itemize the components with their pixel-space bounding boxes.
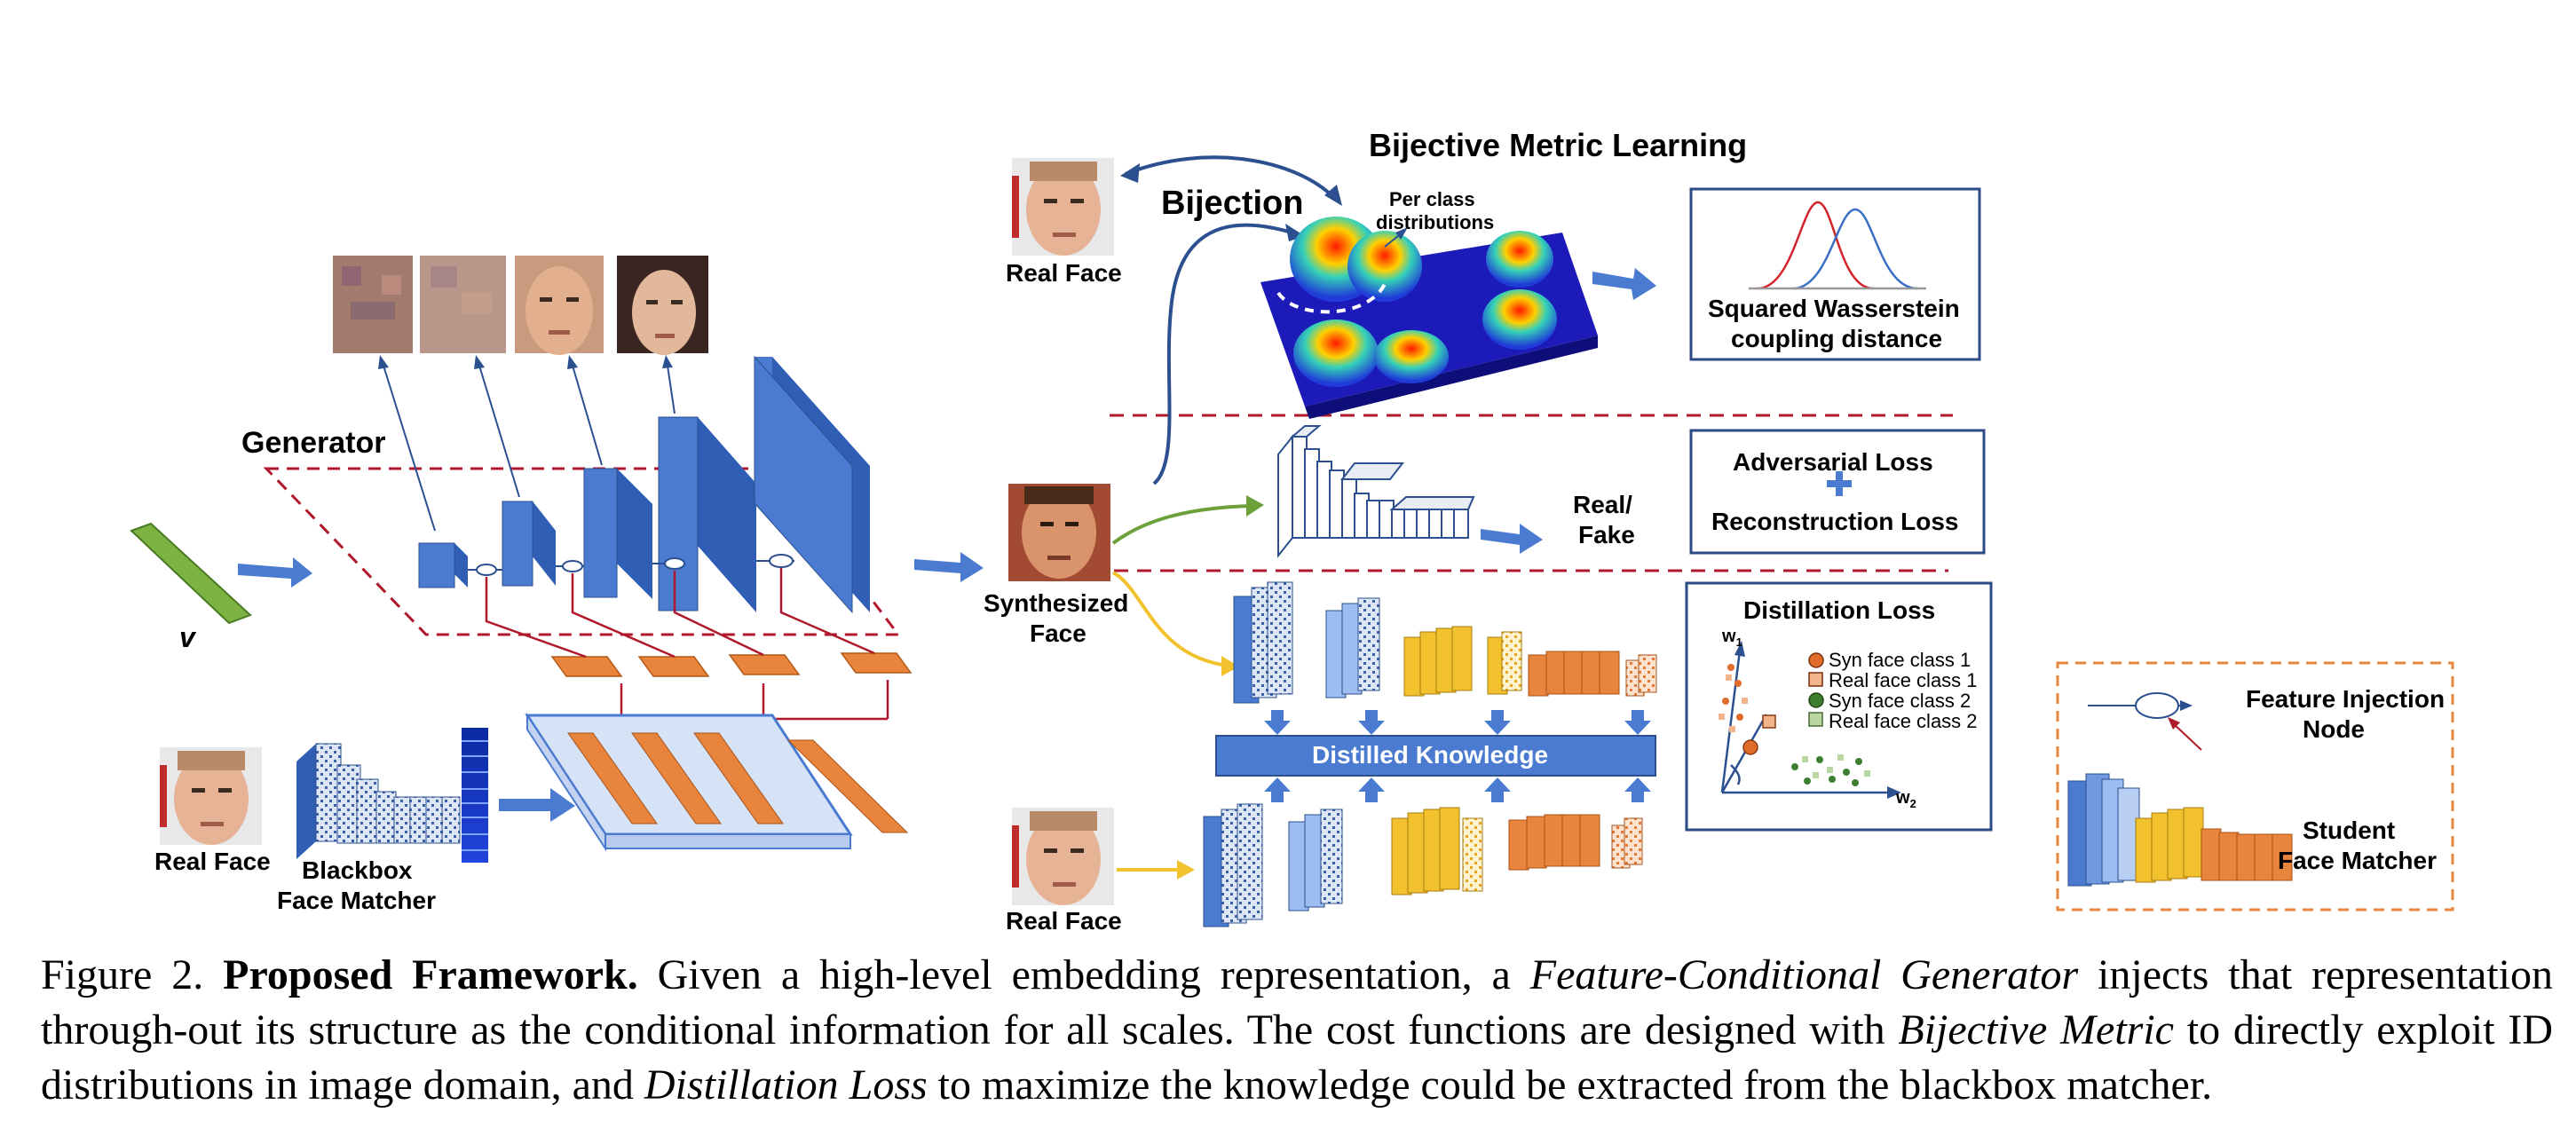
arrow-v-to-generator <box>238 557 312 588</box>
generator-layers <box>418 355 870 614</box>
caption-text-2: injects that representation through-out … <box>41 951 2554 1053</box>
feature-injection-nodes <box>468 554 794 576</box>
student-label-1: Student <box>2303 817 2396 844</box>
adversarial-box <box>1689 429 1986 555</box>
synthesized-face <box>1008 484 1110 581</box>
legend-item-syn-class-1: Syn face class 1 <box>1829 649 1972 671</box>
legend-item-real-class-2: Real face class 2 <box>1829 710 1978 732</box>
distillation-box <box>1685 581 1993 832</box>
injection-node-symbol <box>2088 692 2202 751</box>
bijection-label: Bijection <box>1161 185 1304 222</box>
arrow-to-wasserstein <box>1592 268 1656 300</box>
arrow-synth-to-discriminator <box>1111 504 1252 545</box>
real-fake-label-1: Real/ <box>1573 491 1632 518</box>
real-face-bottom-label: Real Face <box>1006 907 1122 935</box>
caption-text-3: to directly exploit ID distributions in … <box>41 1006 2553 1108</box>
distillation-loss-label: Distillation Loss <box>1743 596 1936 624</box>
reconstruction-loss-label: Reconstruction Loss <box>1711 508 1959 535</box>
bijective-title: Bijective Metric Learning <box>1369 127 1748 163</box>
distillation-axes <box>1720 650 1891 794</box>
generated-face-2 <box>420 256 506 353</box>
per-class-label-2: distributions <box>1376 211 1495 233</box>
student-label-2: Face Matcher <box>2278 847 2437 874</box>
discriminator-network <box>1277 425 1475 558</box>
blackbox-face-matcher-icon <box>296 743 461 859</box>
caption-text-4: to maximize the knowledge could be extra… <box>927 1061 2213 1108</box>
caption-figure-label: Figure 2. <box>41 951 204 998</box>
wasserstein-label-2: coupling distance <box>1731 325 1943 352</box>
student-network-bottom <box>1203 803 1643 927</box>
arrow-synth-to-student <box>1111 571 1229 667</box>
plus-icon <box>1827 471 1852 496</box>
generator-output-arrows <box>383 365 676 532</box>
arrow-generator-to-synth <box>914 552 984 582</box>
per-class-label-1: Per class <box>1389 188 1475 210</box>
generator-label: Generator <box>241 426 386 460</box>
blackbox-label-2: Face Matcher <box>277 887 436 914</box>
embedding-barcode <box>462 728 488 863</box>
generated-face-3 <box>515 256 604 355</box>
arrow-embedding-to-tray <box>499 788 575 822</box>
student-network-top <box>1233 581 1657 704</box>
legend-markers <box>1808 652 1824 727</box>
feature-injection-label-2: Node <box>2303 715 2365 743</box>
caption-italic-1: Feature-Conditional Generator <box>1529 951 2079 998</box>
arrow-to-real-fake <box>1481 524 1543 554</box>
caption-italic-3: Distillation Loss <box>644 1061 928 1108</box>
generator-block <box>130 355 984 863</box>
synth-label-1: Synthesized <box>984 589 1129 617</box>
real-face-left <box>160 747 262 845</box>
real-face-left-label: Real Face <box>154 848 271 875</box>
real-face-bottom <box>1012 808 1114 905</box>
real-fake-label-2: Fake <box>1578 521 1635 548</box>
caption-text-1: Given a high-level embedding representat… <box>637 951 1530 998</box>
w2-axis-label: w2 <box>1896 788 1916 810</box>
distillation-scatter <box>1719 664 1870 786</box>
figure-caption: Figure 2. Proposed Framework. Given a hi… <box>41 948 2553 1113</box>
wasserstein-curves <box>1749 201 1926 290</box>
caption-italic-2: Bijective Metric <box>1898 1006 2174 1053</box>
real-face-top-label: Real Face <box>1006 259 1122 287</box>
caption-title: Proposed Framework. <box>223 951 638 998</box>
distill-arrows <box>1264 710 1651 802</box>
legend-item-syn-class-2: Syn face class 2 <box>1829 690 1972 712</box>
blackbox-label-1: Blackbox <box>302 856 413 884</box>
wasserstein-box <box>1689 187 1981 361</box>
generated-face-4 <box>617 256 708 355</box>
key-legend-box <box>2056 661 2454 911</box>
feature-tray <box>525 712 909 852</box>
distilled-knowledge-label: Distilled Knowledge <box>1312 741 1549 769</box>
distribution-surface <box>1260 217 1598 419</box>
adversarial-loss-label: Adversarial Loss <box>1733 448 1933 476</box>
injected-feature-chips <box>550 652 913 677</box>
legend-item-real-class-1: Real face class 1 <box>1829 669 1978 691</box>
input-vector-v <box>130 522 252 625</box>
v-label: v <box>179 621 195 653</box>
w1-axis-label: w1 <box>1722 627 1742 649</box>
real-face-top <box>1012 158 1114 256</box>
wasserstein-label-1: Squared Wasserstein <box>1708 295 1960 322</box>
distilled-knowledge-bar <box>1215 735 1656 777</box>
generated-face-1 <box>333 256 413 353</box>
synth-label-2: Face <box>1030 619 1087 647</box>
feature-injection-label-1: Feature Injection <box>2246 685 2446 713</box>
student-matcher-symbol <box>2067 773 2293 887</box>
bijection-arrows <box>1125 155 1335 485</box>
